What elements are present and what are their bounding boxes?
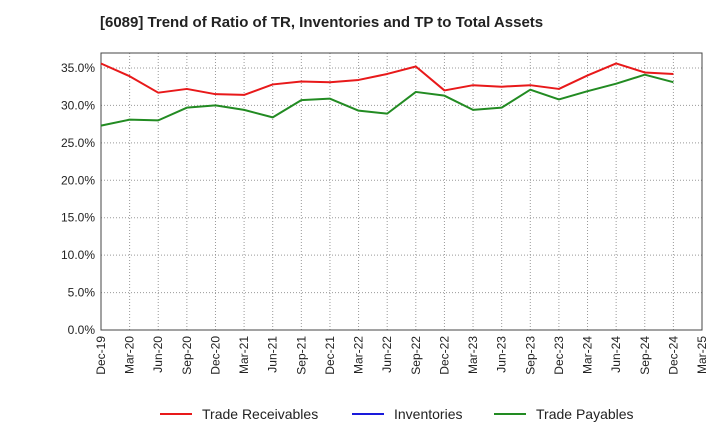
y-tick-label: 35.0% (61, 61, 95, 75)
x-tick-label: Jun-22 (380, 336, 394, 373)
x-tick-label: Mar-21 (237, 336, 251, 374)
x-tick-label: Mar-23 (466, 336, 480, 374)
x-tick-label: Sep-21 (294, 336, 308, 375)
plot-frame (100, 52, 703, 331)
series-line-trade-receivables (100, 62, 674, 96)
x-tick-label: Dec-22 (437, 336, 451, 375)
y-tick-label: 20.0% (61, 173, 95, 187)
x-tick-label: Dec-21 (323, 336, 337, 375)
x-tick-label: Jun-24 (609, 336, 623, 373)
chart-title: [6089] Trend of Ratio of TR, Inventories… (100, 14, 544, 31)
series-line-trade-payables (100, 73, 674, 127)
x-tick-label: Dec-23 (552, 336, 566, 375)
x-tick-label: Sep-23 (523, 336, 537, 375)
plot-area (101, 53, 702, 330)
x-tick-label: Mar-24 (581, 336, 595, 374)
y-tick-label: 30.0% (61, 98, 95, 112)
x-tick-label: Mar-20 (123, 336, 137, 374)
x-tick-label: Dec-19 (94, 336, 108, 375)
legend-label: Trade Payables (536, 406, 634, 422)
x-tick-label: Sep-24 (638, 336, 652, 375)
y-tick-label: 0.0% (68, 323, 96, 337)
y-tick-label: 15.0% (61, 211, 95, 225)
x-tick-label: Sep-22 (409, 336, 423, 375)
y-tick-label: 5.0% (68, 286, 96, 300)
x-tick-label: Jun-21 (266, 336, 280, 373)
x-tick-label: Jun-23 (495, 336, 509, 373)
x-tick-label: Dec-20 (208, 336, 222, 375)
y-tick-label: 10.0% (61, 248, 95, 262)
legend-label: Inventories (394, 406, 462, 422)
legend-label: Trade Receivables (202, 406, 318, 422)
x-tick-label: Mar-22 (352, 336, 366, 374)
x-tick-label: Sep-20 (180, 336, 194, 375)
x-tick-label: Jun-20 (151, 336, 165, 373)
x-tick-label: Mar-25 (695, 336, 709, 374)
x-tick-label: Dec-24 (666, 336, 680, 375)
y-tick-label: 25.0% (61, 136, 95, 150)
